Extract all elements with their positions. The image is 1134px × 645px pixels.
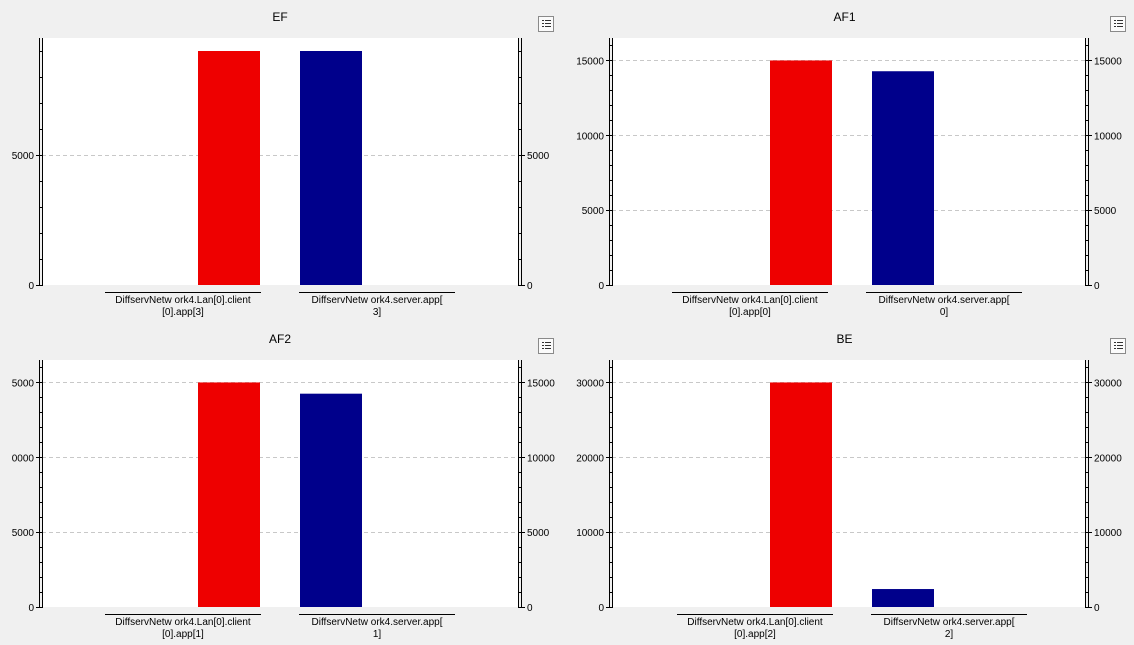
y-tick-label-right: 15000 (527, 378, 555, 389)
chart-ef: EF 0 5000 0 5000 DiffservNetw ork4.Lan[0].cli… (12, 10, 550, 318)
y-tick-label: 5000 (12, 151, 35, 162)
list-icon (1111, 17, 1125, 31)
x-tick-label: 1] (373, 629, 382, 640)
bar (872, 589, 934, 607)
bar (770, 382, 832, 607)
y-tick-label: 10000 (576, 131, 604, 142)
chart-panel-ef: EF 0 5000 0 5000 DiffservNetw ork4.Lan[0].cli… (0, 0, 567, 322)
x-tick-label: DiffservNetw ork4.server.app[ (312, 295, 443, 306)
bar (872, 71, 934, 285)
y-tick-label-right: 5000 (527, 151, 550, 162)
legend-toggle-button-af1[interactable] (1110, 16, 1126, 32)
y-tick-label: 5000 (12, 528, 35, 539)
x-tick-label: [0].app[0] (729, 307, 771, 318)
y-tick-label: 30000 (576, 378, 604, 389)
y-tick-label-right: 0 (1094, 603, 1100, 614)
y-tick-label: 20000 (576, 453, 604, 464)
y-tick-label: 5000 (582, 206, 605, 217)
y-tick-label: 15000 (576, 56, 604, 67)
y-tick-label: 0 (28, 281, 34, 292)
x-tick-label: DiffservNetw ork4.server.app[ (884, 617, 1015, 628)
y-tick-label: 0000 (12, 453, 35, 464)
x-tick-label: 0] (940, 307, 949, 318)
plot-area (612, 38, 1085, 285)
y-tick-label-right: 0 (527, 603, 533, 614)
y-tick-label-right: 30000 (1094, 378, 1122, 389)
y-tick-label: 0 (28, 603, 34, 614)
y-tick-label-right: 5000 (527, 528, 550, 539)
plot-area (42, 360, 518, 607)
legend-toggle-button-be[interactable] (1110, 338, 1126, 354)
x-tick-label: DiffservNetw ork4.Lan[0].client (115, 295, 251, 306)
chart-title: AF1 (833, 10, 855, 24)
list-icon (539, 17, 553, 31)
chart-title: BE (836, 332, 852, 346)
y-tick-label-right: 0 (1094, 281, 1100, 292)
y-tick-label: 0 (598, 603, 604, 614)
plot-area (42, 38, 518, 285)
list-icon (539, 339, 553, 353)
chart-title: AF2 (269, 332, 291, 346)
chart-panel-af2: AF2 0 5000 0000 5000 0 5000 10000 15000 DiffservN… (0, 322, 567, 644)
y-tick-label-right: 10000 (1094, 528, 1122, 539)
x-tick-label: [0].app[1] (162, 629, 204, 640)
x-tick-label: DiffservNetw ork4.server.app[ (312, 617, 443, 628)
chart-title: EF (272, 10, 287, 24)
chart-af1: AF1 0 5000 10000 15000 0 5000 10000 15000 Diffser… (576, 10, 1122, 318)
bar (770, 60, 832, 285)
bar (198, 382, 260, 607)
legend-toggle-button-af2[interactable] (538, 338, 554, 354)
y-tick-label: 5000 (12, 378, 35, 389)
legend-toggle-button-ef[interactable] (538, 16, 554, 32)
plot-area (612, 360, 1085, 607)
bar (198, 51, 260, 285)
y-tick-label: 10000 (576, 528, 604, 539)
chart-panel-be: BE 0 10000 20000 30000 0 10000 20000 30000 Diffse… (567, 322, 1134, 644)
bar (300, 51, 362, 285)
x-tick-label: 3] (373, 307, 382, 318)
y-tick-label-right: 10000 (527, 453, 555, 464)
y-tick-label-right: 0 (527, 281, 533, 292)
x-tick-label: DiffservNetw ork4.Lan[0].client (115, 617, 251, 628)
x-tick-label: DiffservNetw ork4.server.app[ (879, 295, 1010, 306)
y-tick-label-right: 5000 (1094, 206, 1117, 217)
y-tick-label-right: 10000 (1094, 131, 1122, 142)
x-tick-label: DiffservNetw ork4.Lan[0].client (687, 617, 823, 628)
list-icon (1111, 339, 1125, 353)
chart-af2: AF2 0 5000 0000 5000 0 5000 10000 15000 DiffservN… (12, 332, 555, 640)
bar (300, 393, 362, 607)
chart-panel-af1: AF1 0 5000 10000 15000 0 5000 10000 15000 Diffser… (567, 0, 1134, 322)
y-tick-label: 0 (598, 281, 604, 292)
y-tick-label-right: 15000 (1094, 56, 1122, 67)
chart-be: BE 0 10000 20000 30000 0 10000 20000 30000 Diffse… (576, 332, 1122, 640)
y-tick-label-right: 20000 (1094, 453, 1122, 464)
x-tick-label: 2] (945, 629, 954, 640)
x-tick-label: [0].app[3] (162, 307, 204, 318)
x-tick-label: [0].app[2] (734, 629, 776, 640)
x-tick-label: DiffservNetw ork4.Lan[0].client (682, 295, 818, 306)
